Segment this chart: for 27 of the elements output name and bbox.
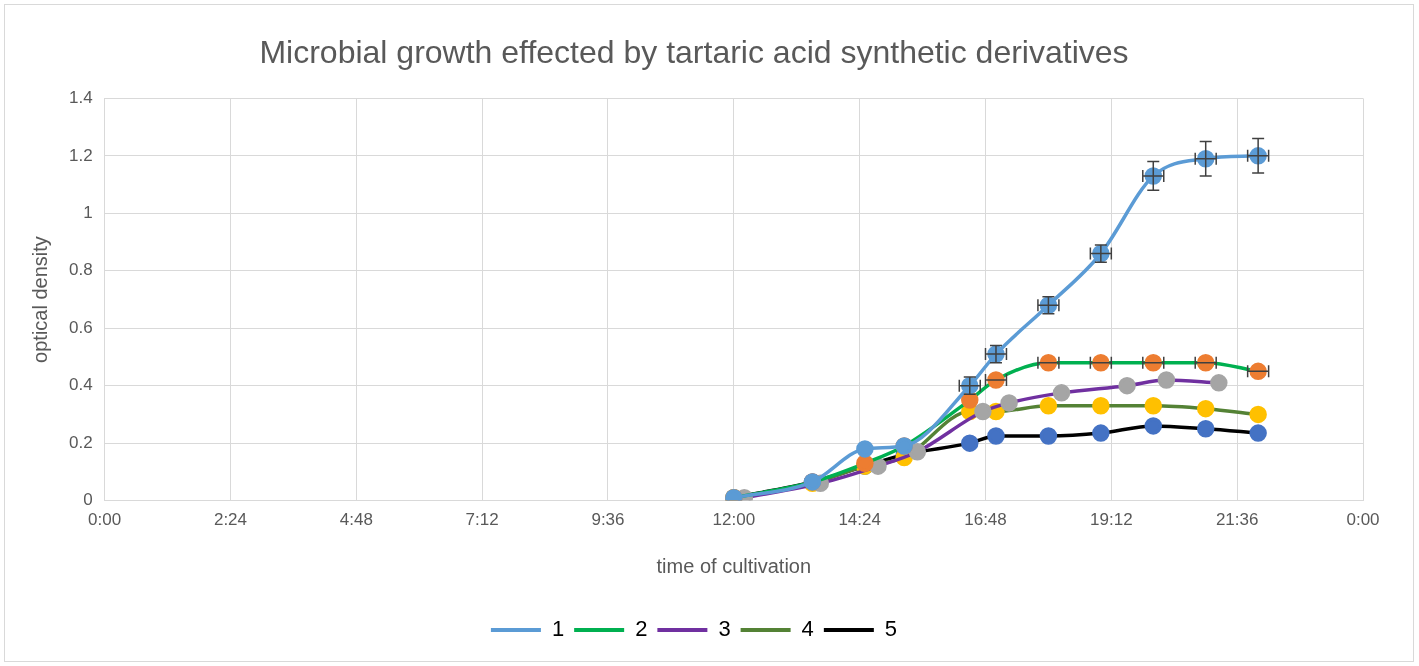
x-tick-label: 2:24 — [213, 510, 248, 530]
y-tick-label: 1 — [83, 203, 93, 222]
x-tick-label: 9:36 — [591, 510, 625, 530]
legend-label: 1 — [551, 616, 565, 642]
x-tick-label: 21:36 — [1215, 510, 1259, 530]
y-tick-label: 1.4 — [68, 88, 93, 108]
chart-title: Microbial growth effected by tartaric acid synthetic derivatives — [259, 34, 1129, 71]
x-tick-label: 0:00 — [1346, 510, 1380, 530]
x-tick-label: 4:48 — [339, 510, 373, 530]
legend-label: 2 — [635, 616, 648, 642]
x-tick-label: 0:00 — [88, 510, 122, 530]
x-tick-label: 16:48 — [964, 510, 1007, 530]
y-tick-label: 0.2 — [68, 432, 93, 452]
legend-label: 4 — [801, 616, 814, 642]
y-tick-label: 0.6 — [68, 317, 93, 337]
y-axis-title: optical density — [28, 236, 51, 363]
legend-label: 5 — [884, 616, 898, 642]
x-tick-label: 19:12 — [1090, 510, 1133, 530]
y-tick-label: 0 — [83, 490, 93, 510]
x-tick-label: 7:12 — [465, 510, 499, 530]
x-tick-label: 14:24 — [838, 510, 881, 530]
y-tick-label: 0.4 — [68, 375, 93, 395]
y-tick-label: 0.8 — [68, 260, 93, 280]
y-tick-label: 1.2 — [68, 145, 93, 165]
legend-label: 3 — [718, 616, 731, 642]
x-tick-label: 12:00 — [712, 510, 756, 530]
x-axis-title: time of cultivation — [656, 554, 812, 577]
